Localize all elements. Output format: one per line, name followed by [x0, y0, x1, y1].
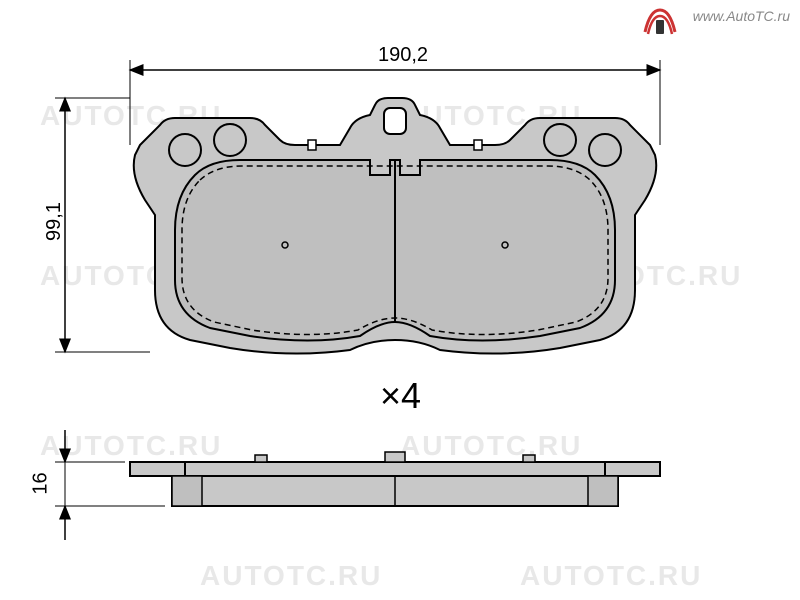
- technical-drawing: [0, 0, 800, 600]
- dimension-height: [55, 98, 150, 352]
- logo-icon: [640, 2, 680, 42]
- dimension-height-value: 99,1: [43, 202, 66, 241]
- dimension-thickness: [55, 430, 165, 540]
- quantity-label: ×4: [380, 375, 421, 417]
- brake-pad-side-view: [130, 452, 660, 506]
- logo-url: www.AutoTC.ru: [693, 8, 790, 24]
- brake-pad-front-view: [134, 98, 657, 354]
- dimension-width-value: 190,2: [378, 44, 428, 67]
- dimension-thickness-value: 16: [30, 472, 53, 494]
